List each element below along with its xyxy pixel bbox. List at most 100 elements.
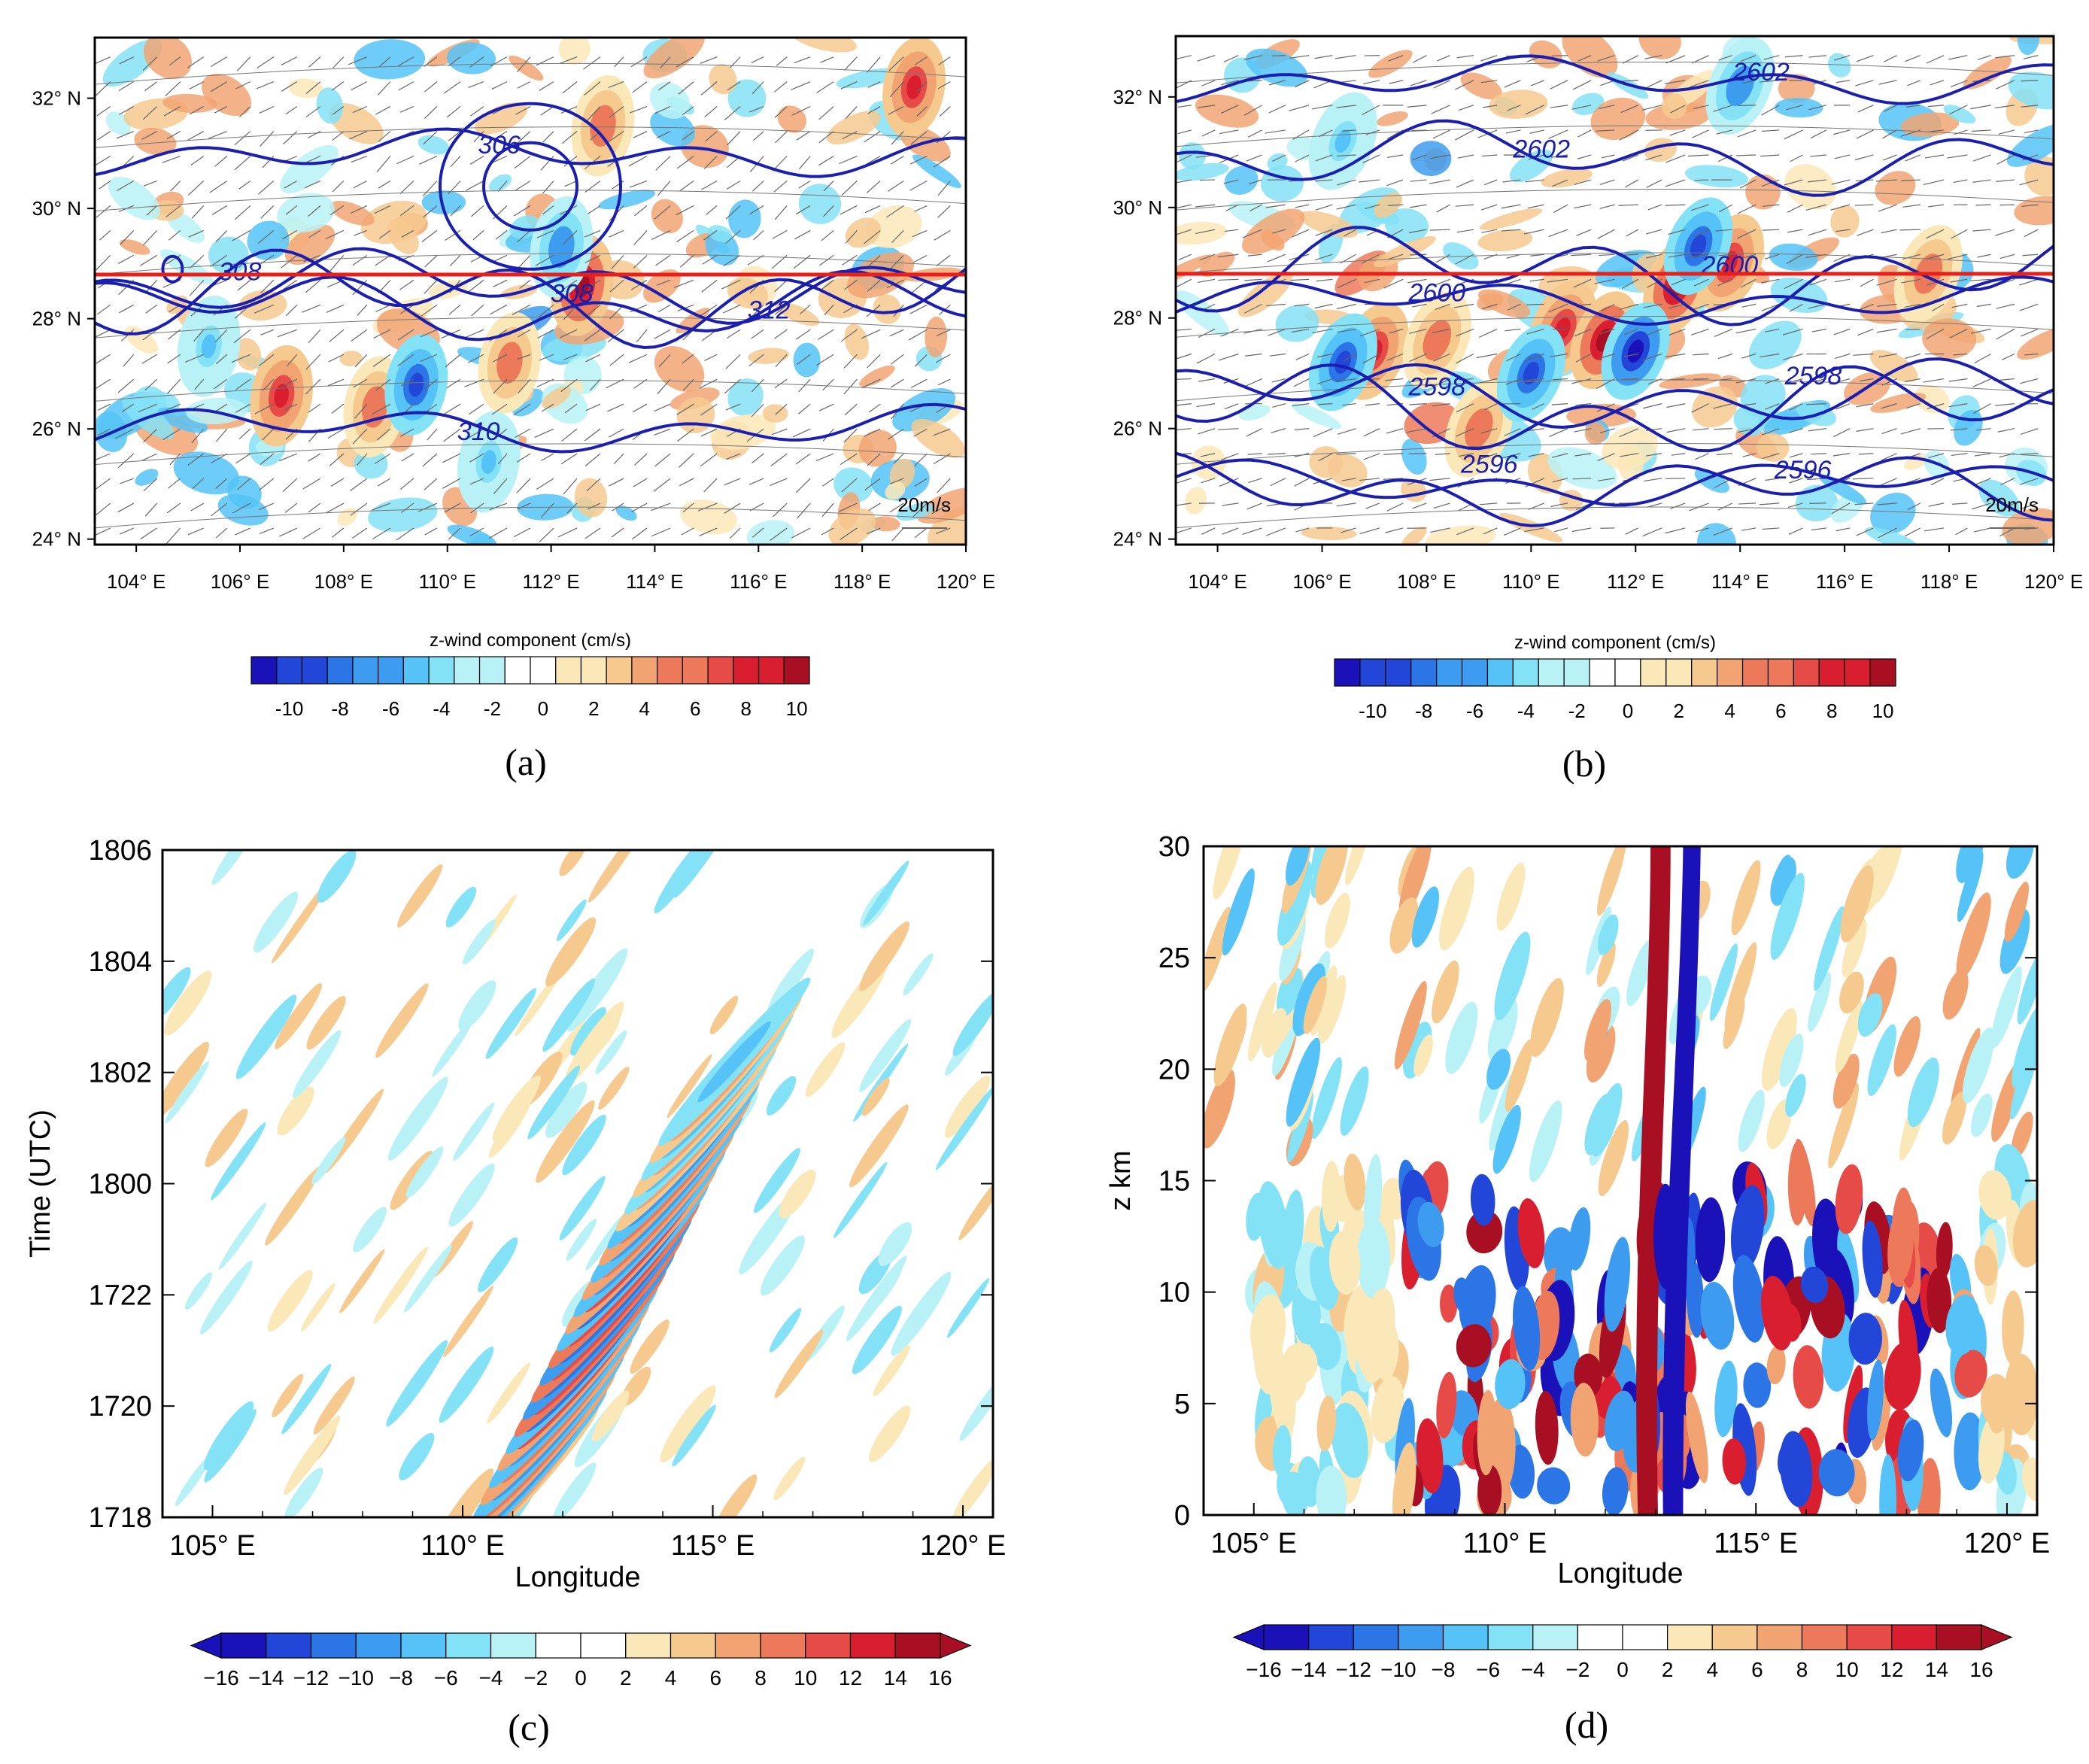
- y-tick-label: 32° N: [1113, 86, 1162, 108]
- wind-vector: [96, 56, 111, 64]
- wind-vector: [117, 453, 135, 468]
- contour-label: 2596: [1774, 456, 1832, 484]
- coastline: [1176, 188, 2054, 211]
- wind-vector: [840, 205, 858, 215]
- colorbar-swatch: [1936, 1624, 1982, 1650]
- wind-vector: [867, 453, 881, 466]
- wave-cell: [1884, 1341, 1921, 1410]
- wind-vector: [1855, 80, 1874, 87]
- wave-cell: [1862, 1220, 1883, 1298]
- wind-vector: [1623, 353, 1638, 357]
- wind-vector: [583, 56, 601, 70]
- wave-cell: [1867, 1359, 1884, 1441]
- colorbar-arrow-left: [1232, 1624, 1265, 1650]
- wind-vector: [770, 453, 788, 466]
- colorbar-swatch: [220, 1632, 267, 1659]
- wave-cell: [1272, 1425, 1292, 1477]
- wind-anomaly-cell: [1865, 527, 1920, 545]
- wind-vector: [307, 131, 321, 139]
- wind-vector: [1694, 229, 1709, 237]
- wind-vector: [165, 403, 181, 411]
- wave-streak: [458, 980, 496, 1031]
- wind-vector: [655, 156, 671, 171]
- wave-streak: [1494, 931, 1531, 1021]
- wind-vector: [302, 304, 321, 313]
- contour-label: 2598: [1784, 362, 1842, 390]
- x-tick-label: 112° E: [522, 570, 579, 593]
- wind-vector: [1811, 527, 1826, 531]
- wind-vector: [1292, 403, 1310, 407]
- wind-vector: [724, 502, 741, 514]
- wind-anomaly-cell: [833, 467, 873, 502]
- wave-band: [697, 1021, 771, 1103]
- y-tick-label: 24° N: [32, 528, 81, 551]
- wind-vector: [1407, 105, 1427, 108]
- wind-vector: [1433, 353, 1450, 362]
- wind-vector: [914, 527, 928, 539]
- wind-vector: [1176, 478, 1192, 484]
- wave-cell: [1848, 1313, 1882, 1365]
- wind-vector: [464, 378, 484, 387]
- wind-vector: [606, 131, 624, 144]
- wind-vector: [2000, 478, 2015, 486]
- wind-vector: [1788, 428, 1803, 433]
- wind-vector: [916, 106, 928, 117]
- wind-vector: [376, 156, 391, 173]
- wind-vector: [935, 527, 951, 534]
- wind-vector: [795, 205, 811, 215]
- wind-vector: [1409, 403, 1427, 405]
- wave-cell: [1685, 1391, 1708, 1483]
- colorbar-tick-label: 8: [740, 697, 751, 720]
- wind-anomaly-cell: [417, 135, 450, 155]
- colorbar-swatch: [1667, 1624, 1713, 1650]
- wind-vector: [700, 81, 718, 96]
- wind-vector: [1695, 453, 1709, 460]
- wind-anomaly-cell: [1178, 142, 1206, 170]
- wind-vector: [1412, 55, 1427, 63]
- wave-streak: [1445, 1001, 1478, 1074]
- wave-streak: [545, 917, 597, 987]
- wave-streak: [852, 1305, 902, 1374]
- wind-vector: [1550, 502, 1568, 507]
- wind-vector: [1456, 353, 1474, 364]
- wind-vector: [631, 527, 648, 540]
- wind-vector: [1551, 403, 1568, 405]
- wave-streak: [1731, 860, 1761, 936]
- wind-vector: [1359, 179, 1380, 183]
- wind-vector: [213, 378, 228, 390]
- colorbar-swatch: [250, 656, 278, 685]
- wind-vector: [1878, 80, 1897, 85]
- wind-vector: [561, 131, 578, 144]
- wind-vector: [820, 279, 834, 291]
- wind-vector: [473, 131, 484, 143]
- wind-vector: [1409, 353, 1427, 363]
- wave-streak: [397, 864, 443, 928]
- wind-vector: [1599, 254, 1615, 257]
- wind-vector: [260, 329, 275, 335]
- y-tick-label: 1806: [88, 835, 152, 867]
- wind-vector: [2019, 478, 2039, 485]
- wind-vector: [775, 304, 788, 315]
- wind-vector: [141, 354, 158, 364]
- wave-streak: [387, 1076, 448, 1161]
- wave-cell: [1371, 1376, 1404, 1444]
- wind-vector: [1670, 502, 1686, 509]
- colorbar-tick-label: -4: [1517, 700, 1535, 722]
- wind-vector: [909, 155, 928, 165]
- wind-vector: [1996, 502, 2015, 513]
- wind-vector: [1736, 229, 1757, 239]
- wind-vector: [144, 378, 158, 391]
- wind-vector: [679, 254, 694, 268]
- wind-vector: [697, 502, 718, 512]
- wind-vector: [1550, 353, 1568, 357]
- wave-cell: [1537, 1467, 1571, 1504]
- wind-vector: [1761, 428, 1780, 436]
- wave-cell: [1253, 1321, 1283, 1395]
- wind-anomaly-cell: [1818, 474, 1867, 505]
- wind-vector: [1665, 179, 1686, 187]
- wind-vector: [1409, 204, 1427, 208]
- wind-vector: [424, 106, 438, 119]
- wind-vector: [1295, 527, 1310, 533]
- wind-vector: [516, 131, 531, 144]
- wave-streak: [958, 1169, 993, 1240]
